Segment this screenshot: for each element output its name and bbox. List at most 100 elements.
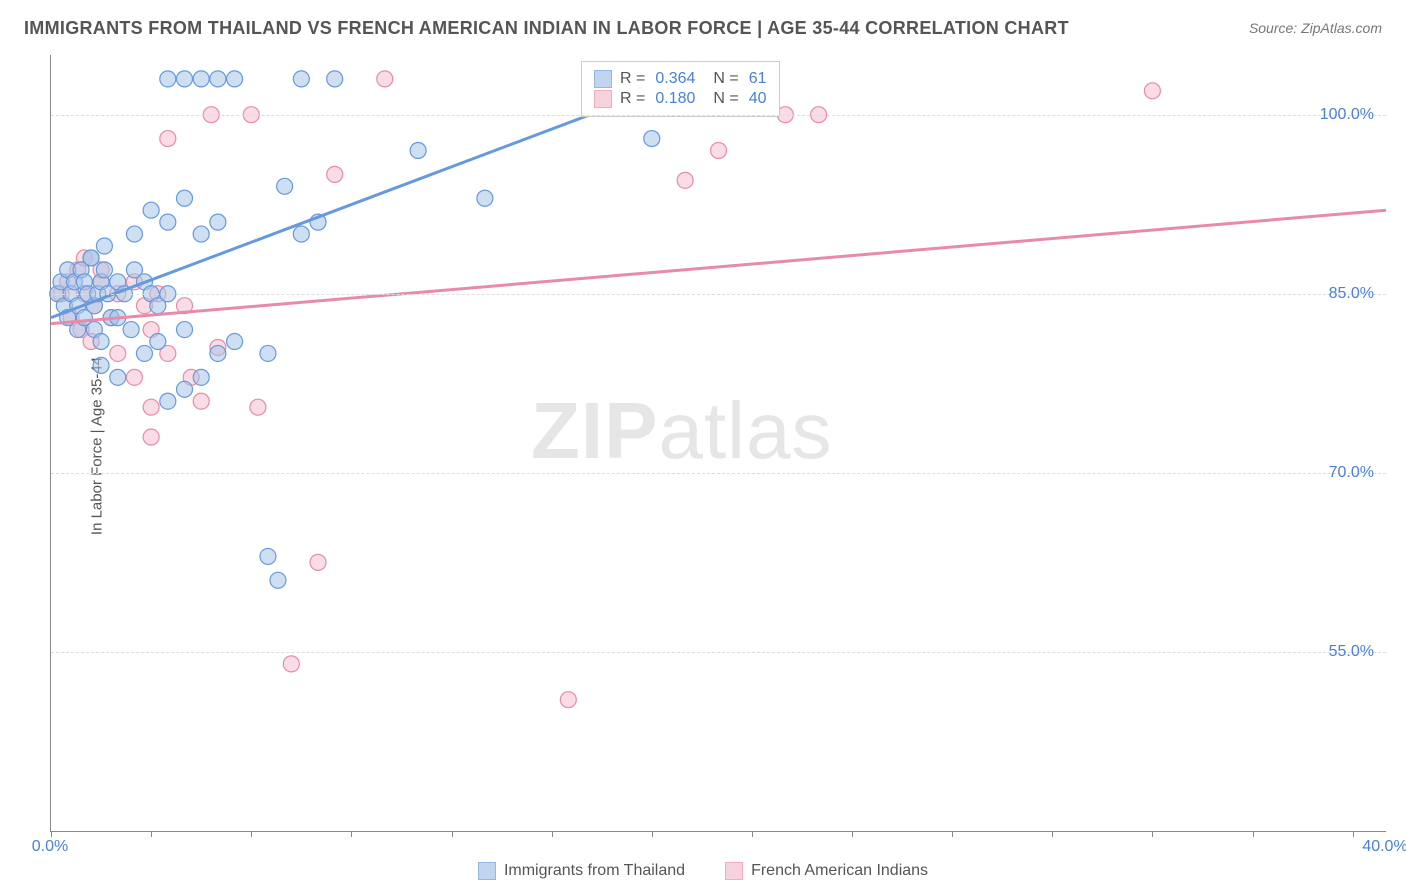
gridline-horizontal	[51, 294, 1386, 295]
scatter-point	[143, 202, 159, 218]
scatter-point	[210, 71, 226, 87]
legend-swatch-series1	[594, 70, 612, 88]
legend-n-value-2: 40	[749, 90, 767, 108]
legend-r-label: R =	[620, 90, 645, 108]
series-legend: Immigrants from Thailand French American…	[0, 862, 1406, 880]
scatter-point	[93, 334, 109, 350]
x-tick-mark	[251, 831, 252, 837]
scatter-point	[477, 190, 493, 206]
scatter-point	[410, 143, 426, 159]
legend-n-value-1: 61	[749, 70, 767, 88]
legend-swatch-series2-bottom	[725, 862, 743, 880]
legend-row-series1: R = 0.364 N = 61	[594, 70, 767, 88]
scatter-point	[177, 71, 193, 87]
x-tick-mark	[151, 831, 152, 837]
x-tick-label: 40.0%	[1362, 838, 1406, 856]
chart-title: IMMIGRANTS FROM THAILAND VS FRENCH AMERI…	[24, 18, 1069, 39]
legend-n-label: N =	[713, 70, 738, 88]
x-tick-mark	[351, 831, 352, 837]
x-tick-mark	[752, 831, 753, 837]
correlation-legend: R = 0.364 N = 61 R = 0.180 N = 40	[581, 61, 780, 117]
scatter-point	[277, 178, 293, 194]
x-tick-mark	[952, 831, 953, 837]
scatter-point	[110, 369, 126, 385]
chart-plot-area: ZIPatlas R = 0.364 N = 61 R = 0.180 N = …	[50, 55, 1386, 832]
legend-label-series2: French American Indians	[751, 862, 928, 880]
x-tick-label: 0.0%	[32, 838, 68, 856]
legend-r-value-2: 0.180	[655, 90, 695, 108]
scatter-point	[143, 429, 159, 445]
scatter-point	[293, 226, 309, 242]
scatter-point	[644, 131, 660, 147]
y-tick-label: 55.0%	[1329, 643, 1374, 661]
scatter-point	[260, 548, 276, 564]
scatter-point	[126, 369, 142, 385]
scatter-point	[250, 399, 266, 415]
scatter-point	[193, 71, 209, 87]
gridline-horizontal	[51, 473, 1386, 474]
x-tick-mark	[452, 831, 453, 837]
chart-svg	[51, 55, 1386, 831]
x-tick-mark	[1353, 831, 1354, 837]
scatter-point	[123, 322, 139, 338]
scatter-point	[377, 71, 393, 87]
scatter-point	[283, 656, 299, 672]
legend-swatch-series1-bottom	[478, 862, 496, 880]
scatter-point	[150, 334, 166, 350]
scatter-point	[96, 238, 112, 254]
y-tick-label: 70.0%	[1329, 464, 1374, 482]
x-tick-mark	[552, 831, 553, 837]
scatter-point	[160, 214, 176, 230]
scatter-point	[293, 71, 309, 87]
legend-row-series2: R = 0.180 N = 40	[594, 90, 767, 108]
x-tick-mark	[1253, 831, 1254, 837]
scatter-point	[193, 369, 209, 385]
scatter-point	[327, 166, 343, 182]
scatter-point	[193, 226, 209, 242]
scatter-point	[177, 322, 193, 338]
legend-n-label: N =	[713, 90, 738, 108]
scatter-point	[177, 190, 193, 206]
source-attribution: Source: ZipAtlas.com	[1249, 20, 1382, 36]
y-tick-label: 85.0%	[1329, 285, 1374, 303]
legend-item-series1: Immigrants from Thailand	[478, 862, 685, 880]
gridline-horizontal	[51, 652, 1386, 653]
x-tick-mark	[1152, 831, 1153, 837]
scatter-point	[143, 399, 159, 415]
legend-r-label: R =	[620, 70, 645, 88]
scatter-point	[210, 214, 226, 230]
scatter-point	[126, 226, 142, 242]
scatter-point	[1144, 83, 1160, 99]
scatter-point	[677, 172, 693, 188]
scatter-point	[227, 334, 243, 350]
scatter-point	[711, 143, 727, 159]
legend-swatch-series2	[594, 90, 612, 108]
scatter-point	[160, 393, 176, 409]
scatter-point	[83, 250, 99, 266]
legend-label-series1: Immigrants from Thailand	[504, 862, 685, 880]
scatter-point	[160, 71, 176, 87]
scatter-point	[96, 262, 112, 278]
scatter-point	[160, 131, 176, 147]
scatter-point	[270, 572, 286, 588]
scatter-point	[93, 357, 109, 373]
legend-item-series2: French American Indians	[725, 862, 928, 880]
scatter-point	[327, 71, 343, 87]
scatter-point	[193, 393, 209, 409]
trend-line	[51, 210, 1386, 323]
scatter-point	[310, 554, 326, 570]
scatter-point	[177, 381, 193, 397]
x-tick-mark	[1052, 831, 1053, 837]
x-tick-mark	[51, 831, 52, 837]
gridline-horizontal	[51, 115, 1386, 116]
scatter-point	[136, 345, 152, 361]
y-tick-label: 100.0%	[1320, 106, 1374, 124]
scatter-point	[110, 345, 126, 361]
scatter-point	[260, 345, 276, 361]
x-tick-mark	[852, 831, 853, 837]
scatter-point	[210, 345, 226, 361]
scatter-point	[560, 692, 576, 708]
scatter-point	[227, 71, 243, 87]
legend-r-value-1: 0.364	[655, 70, 695, 88]
x-tick-mark	[652, 831, 653, 837]
